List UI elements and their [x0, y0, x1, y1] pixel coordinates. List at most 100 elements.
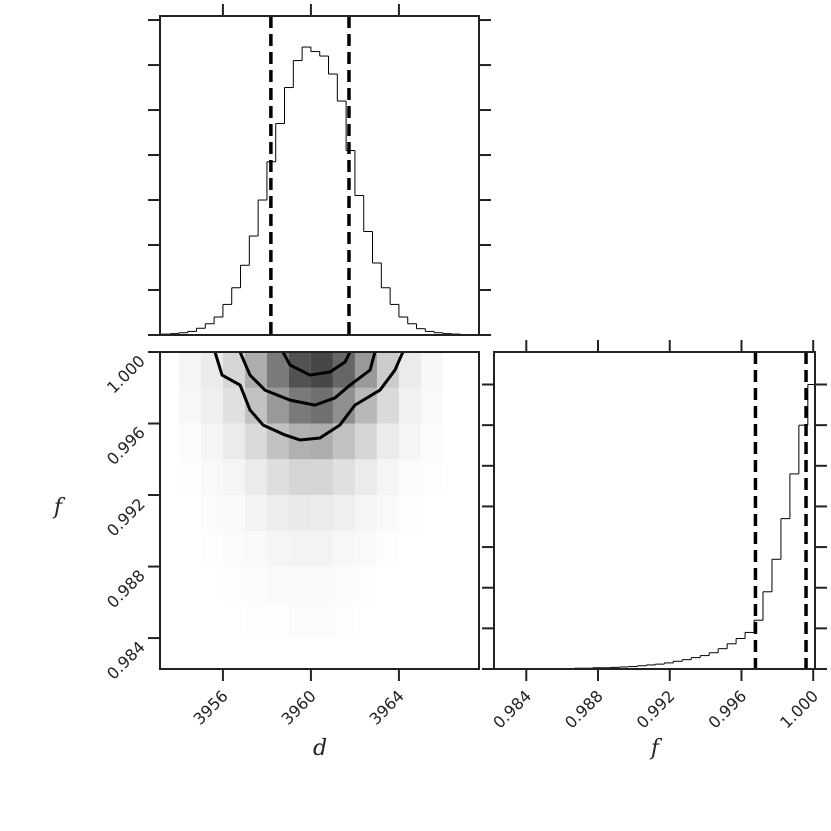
- density-cell: [266, 423, 289, 460]
- density-cell: [201, 495, 223, 531]
- x-tick-label: 1.000: [776, 686, 822, 732]
- x-axis-label: d: [313, 736, 327, 761]
- density-cell: [223, 567, 245, 603]
- density-cell: [354, 459, 377, 496]
- density-cell: [421, 531, 443, 567]
- density-cell: [201, 567, 223, 603]
- density-cell: [421, 388, 443, 424]
- density-cell: [179, 531, 201, 567]
- density-cell: [355, 567, 377, 603]
- density-cell: [355, 602, 377, 638]
- density-cell: [333, 567, 355, 603]
- density-cell: [201, 459, 223, 495]
- density-cell: [421, 459, 443, 495]
- density-cell: [354, 495, 377, 531]
- density-cell: [201, 602, 223, 638]
- density-cell: [376, 352, 399, 388]
- y-tick-label: 0.996: [103, 423, 149, 469]
- histogram: [160, 16, 479, 335]
- density-cell: [200, 423, 223, 460]
- x-tick-label: 3960: [278, 686, 320, 728]
- contour: [281, 352, 352, 377]
- density-cell: [399, 567, 421, 603]
- density-cell: [179, 459, 201, 495]
- density-cell: [310, 459, 333, 496]
- x-axis-label: f: [649, 736, 663, 761]
- density-cell: [398, 352, 421, 388]
- density-cell: [200, 387, 223, 424]
- density-cell: [244, 459, 267, 496]
- density-cell: [266, 495, 289, 531]
- density-cell: [244, 423, 267, 460]
- density-cell: [332, 495, 355, 531]
- density-cell: [289, 602, 311, 638]
- y-tick-label: 0.984: [103, 637, 149, 683]
- density-cell: [399, 602, 421, 638]
- density-cell: [310, 387, 333, 424]
- density-cell: [244, 352, 267, 388]
- x-tick-label: 0.988: [561, 686, 607, 732]
- density-cell: [333, 531, 355, 567]
- density-cell: [310, 495, 333, 531]
- x-tick-label: 0.984: [489, 686, 535, 732]
- density-cell: [179, 388, 201, 424]
- density-cell: [421, 567, 443, 603]
- density-cell: [179, 567, 201, 603]
- density-cell: [266, 459, 289, 496]
- panel-frame: [159, 351, 480, 670]
- density-cell: [288, 495, 311, 531]
- density-cell: [288, 459, 311, 496]
- density-cell: [179, 495, 201, 531]
- density-cell: [179, 424, 201, 460]
- density-cell: [266, 352, 289, 388]
- contour: [213, 352, 405, 442]
- y-tick-label: 0.992: [103, 494, 149, 540]
- density-cell: [421, 495, 443, 531]
- density-cell: [288, 530, 311, 567]
- density-cell: [245, 602, 267, 638]
- hist2d: [178, 352, 443, 638]
- x-tick-label: 3964: [366, 686, 408, 728]
- density-cell: [223, 602, 245, 638]
- density-cell: [245, 567, 267, 603]
- density-cell: [421, 602, 443, 638]
- density-cell: [266, 530, 289, 567]
- density-cell: [376, 459, 399, 496]
- density-cell: [310, 352, 333, 388]
- density-cell: [222, 423, 245, 460]
- density-cell: [377, 602, 399, 638]
- density-cell: [267, 602, 289, 638]
- panel-frame: [493, 351, 816, 670]
- density-cell: [289, 567, 311, 603]
- density-cell: [179, 602, 201, 638]
- density-cell: [421, 424, 443, 460]
- density-cell: [398, 423, 421, 460]
- density-cell: [201, 531, 223, 567]
- density-cell: [245, 531, 267, 567]
- density-cell: [332, 352, 355, 388]
- x-tick-label: 3956: [190, 686, 232, 728]
- density-cell: [333, 602, 355, 638]
- histogram: [494, 352, 815, 669]
- y-axis-label: f: [52, 495, 66, 520]
- density-cell: [398, 387, 421, 424]
- density-cell: [311, 602, 333, 638]
- y-tick-label: 0.988: [103, 566, 149, 612]
- density-cell: [377, 567, 399, 603]
- density-cell: [222, 459, 245, 496]
- density-cell: [354, 423, 377, 460]
- density-cell: [399, 531, 421, 567]
- density-cell: [223, 495, 245, 531]
- x-tick-label: 0.992: [633, 686, 679, 732]
- density-cell: [223, 531, 245, 567]
- panel-frame: [159, 15, 480, 336]
- density-cell: [376, 423, 399, 460]
- density-cell: [376, 387, 399, 424]
- density-cell: [267, 567, 289, 603]
- density-cell: [377, 495, 399, 531]
- density-cell: [377, 531, 399, 567]
- density-cell: [288, 387, 311, 424]
- density-cell: [244, 495, 267, 531]
- y-tick-label: 1.000: [103, 351, 149, 397]
